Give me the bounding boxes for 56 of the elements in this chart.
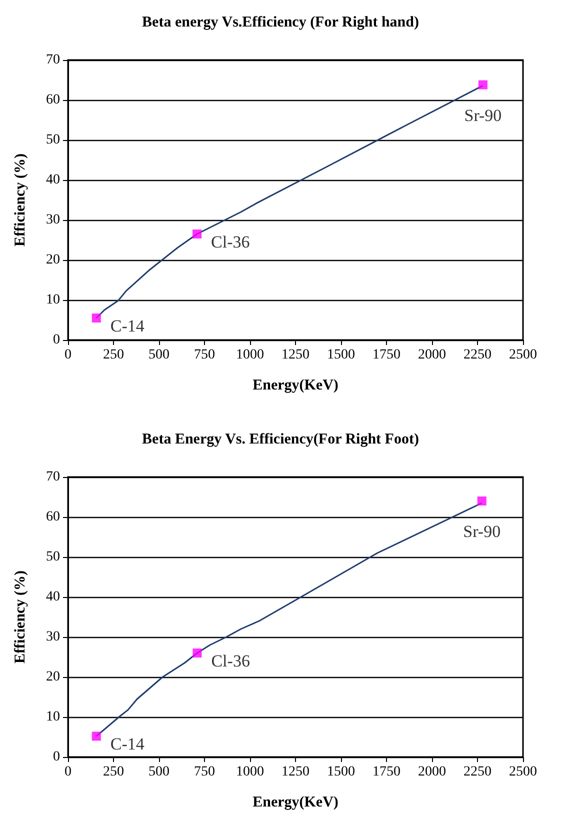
y-tick-label: 10 bbox=[46, 710, 60, 724]
annotation: Sr-90 bbox=[464, 106, 502, 125]
x-axis-title: Energy(KeV) bbox=[252, 378, 338, 394]
chart-title: Beta Energy Vs. Efficiency(For Right Foot) bbox=[142, 432, 419, 448]
x-tick-label: 500 bbox=[148, 348, 170, 362]
annotation: Cl-36 bbox=[211, 652, 250, 670]
y-tick-label: 60 bbox=[46, 510, 60, 524]
point bbox=[92, 314, 101, 322]
y-tick-label: 0 bbox=[53, 332, 60, 348]
x-tick-label: 250 bbox=[103, 764, 124, 780]
x-tick-label: 2500 bbox=[509, 348, 537, 362]
y-axis-title: Efficiency (%) bbox=[12, 570, 28, 664]
x-tick-label: 2000 bbox=[418, 348, 446, 362]
y-tick-label: 20 bbox=[46, 252, 60, 268]
point bbox=[192, 230, 202, 238]
x-tick-label: 2500 bbox=[509, 764, 537, 780]
annotation: Cl-36 bbox=[211, 232, 250, 252]
y-tick-label: 10 bbox=[46, 292, 60, 308]
x-tick-label: 2000 bbox=[418, 764, 446, 780]
y-tick-label: 50 bbox=[46, 550, 60, 564]
y-axis-title: Efficiency (%) bbox=[12, 154, 28, 246]
x-tick-label: 750 bbox=[194, 348, 215, 362]
annotation: C-14 bbox=[110, 734, 145, 754]
x-tick-label: 1500 bbox=[327, 764, 355, 780]
annotation: Sr-90 bbox=[463, 522, 501, 541]
x-tick-label: 1000 bbox=[236, 348, 264, 362]
y-tick-label: 60 bbox=[46, 92, 60, 108]
x-tick-label: 0 bbox=[64, 764, 72, 780]
y-tick-label: 70 bbox=[46, 470, 60, 484]
x-tick-label: 750 bbox=[194, 764, 215, 780]
x-tick-label: 1750 bbox=[372, 764, 400, 780]
x-tick-label: 1750 bbox=[372, 348, 400, 362]
x-tick-label: 2250 bbox=[464, 764, 492, 780]
y-tick-label: 50 bbox=[46, 132, 60, 148]
x-tick-label: 1500 bbox=[327, 348, 355, 362]
y-tick-label: 0 bbox=[53, 750, 60, 764]
point bbox=[92, 732, 101, 741]
x-tick-label: 1000 bbox=[236, 764, 264, 780]
x-axis-title: Energy(KeV) bbox=[252, 794, 338, 810]
x-tick-label: 250 bbox=[103, 348, 124, 362]
annotation: C-14 bbox=[110, 316, 145, 336]
x-tick-label: 1250 bbox=[282, 764, 310, 780]
y-tick-label: 40 bbox=[46, 172, 60, 188]
x-tick-label: 2250 bbox=[464, 348, 492, 362]
chart-title: Beta energy Vs.Efficiency (For Right hand) bbox=[142, 14, 419, 30]
y-tick-label: 30 bbox=[46, 630, 60, 644]
x-tick-label: 1250 bbox=[282, 348, 310, 362]
x-tick-label: 0 bbox=[64, 348, 72, 362]
point bbox=[192, 648, 202, 658]
x-tick-label: 500 bbox=[148, 764, 170, 780]
y-tick-label: 30 bbox=[46, 212, 60, 228]
y-tick-label: 70 bbox=[46, 52, 60, 68]
point bbox=[478, 80, 488, 90]
y-tick-label: 20 bbox=[46, 670, 60, 684]
point bbox=[477, 496, 486, 506]
y-tick-label: 40 bbox=[46, 590, 60, 604]
